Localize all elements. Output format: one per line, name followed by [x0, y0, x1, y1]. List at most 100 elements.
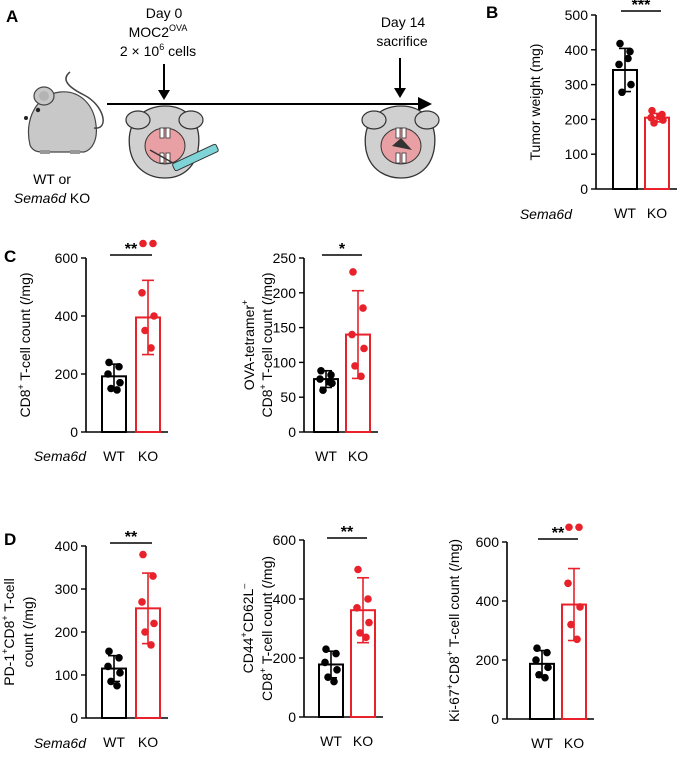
- sacrifice-label: sacrifice: [376, 33, 428, 49]
- y-axis-label-line1: PD-1+CD8+ T-cell: [0, 578, 17, 686]
- data-point-wt: [535, 670, 543, 679]
- data-point-wt: [327, 371, 335, 379]
- genotype-line2: Sema6d KO: [14, 190, 90, 206]
- data-point-wt: [325, 378, 333, 386]
- timeline-arrow-icon: [107, 97, 432, 111]
- panel-letter-b: B: [486, 3, 498, 22]
- chart-ova-tetramer: 0 50 100 150 200 250 OVA-tetramer+CD8+ T-cell …: [240, 241, 378, 464]
- data-point-wt: [105, 647, 113, 656]
- chart-tumor-weight: 0 100 200 300 400 500 Tumor weight (mg) WT KO ***: [527, 0, 677, 221]
- y-tick-label: 0: [491, 711, 499, 727]
- data-point-ko: [147, 641, 155, 649]
- data-point-wt: [332, 649, 340, 658]
- data-point-ko: [141, 628, 149, 636]
- y-tick-label: 200: [273, 650, 297, 666]
- data-point-ko: [567, 620, 575, 629]
- x-tick-label-ko: KO: [353, 733, 373, 749]
- y-tick-label: 400: [55, 308, 79, 324]
- chart-cd44-count: 0 200 400 600 CD44+CD62L–CD8+ T-cell count (…: [239, 524, 383, 749]
- y-tick-label: 150: [273, 320, 297, 336]
- data-point-wt: [533, 644, 541, 652]
- data-point-ko: [357, 372, 365, 381]
- x-tick-label-ko: KO: [138, 734, 158, 750]
- day14-label: Day 14: [381, 14, 426, 30]
- sema6d-label-d: Sema6d: [34, 735, 87, 751]
- bar-ko: [644, 116, 670, 190]
- data-point-wt: [330, 677, 338, 686]
- y-axis-label: Tumor weight (mg): [527, 44, 543, 161]
- x-tick-label-wt: WT: [320, 733, 342, 749]
- y-tick-label: 300: [565, 77, 589, 93]
- y-tick-label: 400: [55, 538, 79, 554]
- sema6d-label-c: Sema6d: [34, 448, 87, 464]
- data-point-wt: [324, 673, 332, 681]
- mouse-icon: [24, 71, 104, 154]
- y-tick-label: 0: [288, 709, 296, 725]
- data-point-wt: [544, 663, 552, 672]
- day0-label: Day 0: [146, 5, 183, 21]
- data-point-wt: [321, 658, 329, 667]
- y-tick-label: 0: [288, 424, 296, 440]
- chart-ki67-count: 0 200 400 600 Ki-67+CD8+ T-cell count (/mg) W…: [445, 523, 594, 751]
- panel-letter-d: D: [4, 530, 16, 549]
- data-point-wt: [626, 47, 634, 56]
- data-point-wt: [104, 662, 112, 671]
- y-tick-label: 250: [273, 250, 297, 266]
- data-point-ko: [138, 598, 146, 606]
- data-point-wt: [333, 666, 341, 674]
- data-point-ko: [573, 635, 581, 644]
- data-point-ko: [365, 618, 373, 627]
- y-axis-label-line1: CD44+CD62L–: [239, 584, 256, 674]
- y-tick-label: 400: [476, 593, 500, 609]
- y-tick-label: 200: [476, 652, 500, 668]
- data-point-wt: [543, 648, 551, 657]
- chart-pd1-count: 0 100 200 300 400 PD-1+CD8+ T-cell count (/mg)…: [0, 529, 168, 750]
- y-axis-label-line2: CD8+ T-cell count (/mg): [258, 272, 275, 417]
- significance-label: **: [125, 529, 138, 546]
- data-point-wt: [115, 362, 123, 371]
- data-point-ko: [650, 119, 658, 127]
- x-tick-label-ko: KO: [348, 448, 368, 464]
- data-point-ko: [149, 572, 157, 580]
- y-axis-label: CD8+ T-cell count (/mg): [16, 272, 33, 417]
- y-tick-label: 100: [565, 146, 589, 162]
- data-point-ko: [138, 289, 146, 297]
- x-tick-label-ko: KO: [564, 735, 584, 751]
- data-point-ko: [351, 362, 359, 370]
- significance-label: *: [339, 241, 346, 258]
- data-point-ko: [564, 579, 572, 588]
- day0-arrow-icon: [158, 64, 170, 100]
- data-point-wt: [107, 384, 115, 393]
- significance-label: **: [125, 241, 138, 258]
- day14-arrow-icon: [394, 58, 406, 98]
- significance-label: **: [552, 525, 565, 542]
- data-point-ko: [364, 595, 372, 603]
- data-point-wt: [113, 681, 121, 690]
- data-point-wt: [116, 669, 124, 677]
- data-point-ko: [362, 633, 370, 642]
- data-point-wt: [616, 39, 624, 48]
- y-tick-label: 0: [580, 181, 588, 197]
- data-point-ko: [353, 604, 361, 612]
- data-point-ko: [149, 239, 157, 248]
- y-tick-label: 400: [273, 591, 297, 607]
- x-tick-label-wt: WT: [531, 735, 553, 751]
- y-axis-label-line2: count (/mg): [20, 597, 36, 668]
- data-point-ko: [141, 326, 149, 335]
- y-tick-label: 100: [273, 354, 297, 370]
- data-point-wt: [624, 54, 632, 63]
- data-point-ko: [656, 112, 664, 121]
- data-point-wt: [316, 375, 324, 383]
- data-point-ko: [576, 603, 584, 611]
- data-point-ko: [360, 344, 368, 353]
- data-point-ko: [575, 523, 583, 532]
- y-tick-label: 600: [273, 532, 297, 548]
- data-point-ko: [150, 312, 158, 320]
- x-tick-label-wt: WT: [614, 205, 636, 221]
- data-point-ko: [648, 106, 656, 115]
- y-axis-label-line1: OVA-tetramer+: [240, 300, 257, 391]
- significance-label: **: [341, 524, 354, 541]
- data-point-ko: [139, 239, 147, 248]
- mouse-head-injection-icon: [125, 105, 219, 179]
